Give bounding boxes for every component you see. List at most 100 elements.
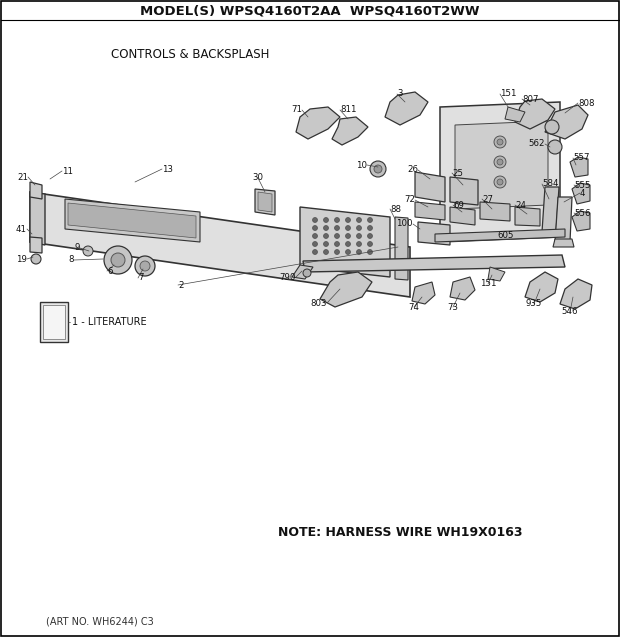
Polygon shape <box>68 203 196 238</box>
Polygon shape <box>30 192 410 297</box>
Polygon shape <box>30 182 42 199</box>
Text: 584: 584 <box>542 180 559 189</box>
Circle shape <box>324 217 329 222</box>
Circle shape <box>104 246 132 274</box>
Polygon shape <box>572 211 590 231</box>
Polygon shape <box>560 279 592 309</box>
Circle shape <box>83 246 93 256</box>
Circle shape <box>31 254 41 264</box>
Text: 803: 803 <box>311 299 327 308</box>
Polygon shape <box>300 207 390 277</box>
Circle shape <box>335 217 340 222</box>
Polygon shape <box>555 197 572 242</box>
Text: 2: 2 <box>178 280 184 289</box>
Circle shape <box>303 269 311 277</box>
Text: 811: 811 <box>340 106 356 115</box>
Text: 13: 13 <box>162 164 173 173</box>
Polygon shape <box>572 183 590 204</box>
Text: 24: 24 <box>515 201 526 210</box>
Polygon shape <box>480 202 510 221</box>
Circle shape <box>494 136 506 148</box>
Circle shape <box>356 234 361 238</box>
Circle shape <box>345 234 350 238</box>
Polygon shape <box>488 267 505 281</box>
Text: (ART NO. WH6244) C3: (ART NO. WH6244) C3 <box>46 616 154 626</box>
Text: 26: 26 <box>407 166 418 175</box>
Polygon shape <box>418 222 450 245</box>
Circle shape <box>345 225 350 231</box>
Text: 69: 69 <box>453 201 464 210</box>
Text: 4: 4 <box>580 189 585 197</box>
Text: 3: 3 <box>397 90 402 99</box>
Circle shape <box>368 234 373 238</box>
Circle shape <box>345 250 350 255</box>
Circle shape <box>356 241 361 247</box>
Text: 72: 72 <box>404 196 415 204</box>
Circle shape <box>545 120 559 134</box>
Polygon shape <box>385 92 428 125</box>
Polygon shape <box>40 302 68 342</box>
Polygon shape <box>545 105 588 139</box>
Circle shape <box>345 241 350 247</box>
Circle shape <box>497 139 503 145</box>
Polygon shape <box>332 117 368 145</box>
Text: 555: 555 <box>574 180 590 189</box>
Polygon shape <box>395 217 408 280</box>
Polygon shape <box>65 199 200 242</box>
Text: 7: 7 <box>138 273 143 282</box>
Polygon shape <box>412 282 435 304</box>
Text: 30: 30 <box>252 173 264 182</box>
Polygon shape <box>525 272 558 302</box>
Circle shape <box>312 241 317 247</box>
Circle shape <box>111 253 125 267</box>
Circle shape <box>312 250 317 255</box>
Circle shape <box>135 256 155 276</box>
Polygon shape <box>450 277 475 300</box>
Circle shape <box>335 241 340 247</box>
Polygon shape <box>258 192 272 212</box>
Text: 25: 25 <box>452 169 463 178</box>
Polygon shape <box>440 102 560 242</box>
Text: 8: 8 <box>68 255 74 264</box>
Text: 6: 6 <box>107 266 112 275</box>
Text: NOTE: HARNESS WIRE WH19X0163: NOTE: HARNESS WIRE WH19X0163 <box>278 526 522 538</box>
Circle shape <box>324 234 329 238</box>
Circle shape <box>312 225 317 231</box>
Text: 11: 11 <box>62 166 73 176</box>
Text: 546: 546 <box>562 308 578 317</box>
Text: 100: 100 <box>397 220 413 229</box>
Circle shape <box>374 165 382 173</box>
Text: 74: 74 <box>409 303 420 311</box>
Polygon shape <box>292 265 313 279</box>
Text: 21: 21 <box>17 173 28 182</box>
Text: 807: 807 <box>522 94 539 103</box>
Polygon shape <box>515 99 555 129</box>
Polygon shape <box>515 207 540 226</box>
Circle shape <box>368 225 373 231</box>
Polygon shape <box>43 305 65 339</box>
Circle shape <box>497 179 503 185</box>
Text: 808: 808 <box>578 99 595 108</box>
Circle shape <box>312 234 317 238</box>
Circle shape <box>370 161 386 177</box>
Text: 27: 27 <box>482 194 493 203</box>
Circle shape <box>324 241 329 247</box>
Polygon shape <box>570 157 588 177</box>
Polygon shape <box>553 239 574 247</box>
Circle shape <box>335 234 340 238</box>
Text: 9: 9 <box>74 243 80 252</box>
Polygon shape <box>255 189 275 215</box>
Polygon shape <box>450 207 475 225</box>
Text: 10: 10 <box>356 161 367 169</box>
Circle shape <box>368 241 373 247</box>
Circle shape <box>368 217 373 222</box>
Text: 557: 557 <box>573 154 590 162</box>
Circle shape <box>494 156 506 168</box>
Text: CONTROLS & BACKSPLASH: CONTROLS & BACKSPLASH <box>111 48 269 62</box>
Text: 88: 88 <box>390 204 401 213</box>
Circle shape <box>335 225 340 231</box>
Text: 790: 790 <box>280 273 296 282</box>
Circle shape <box>494 176 506 188</box>
Circle shape <box>356 217 361 222</box>
Polygon shape <box>296 107 340 139</box>
